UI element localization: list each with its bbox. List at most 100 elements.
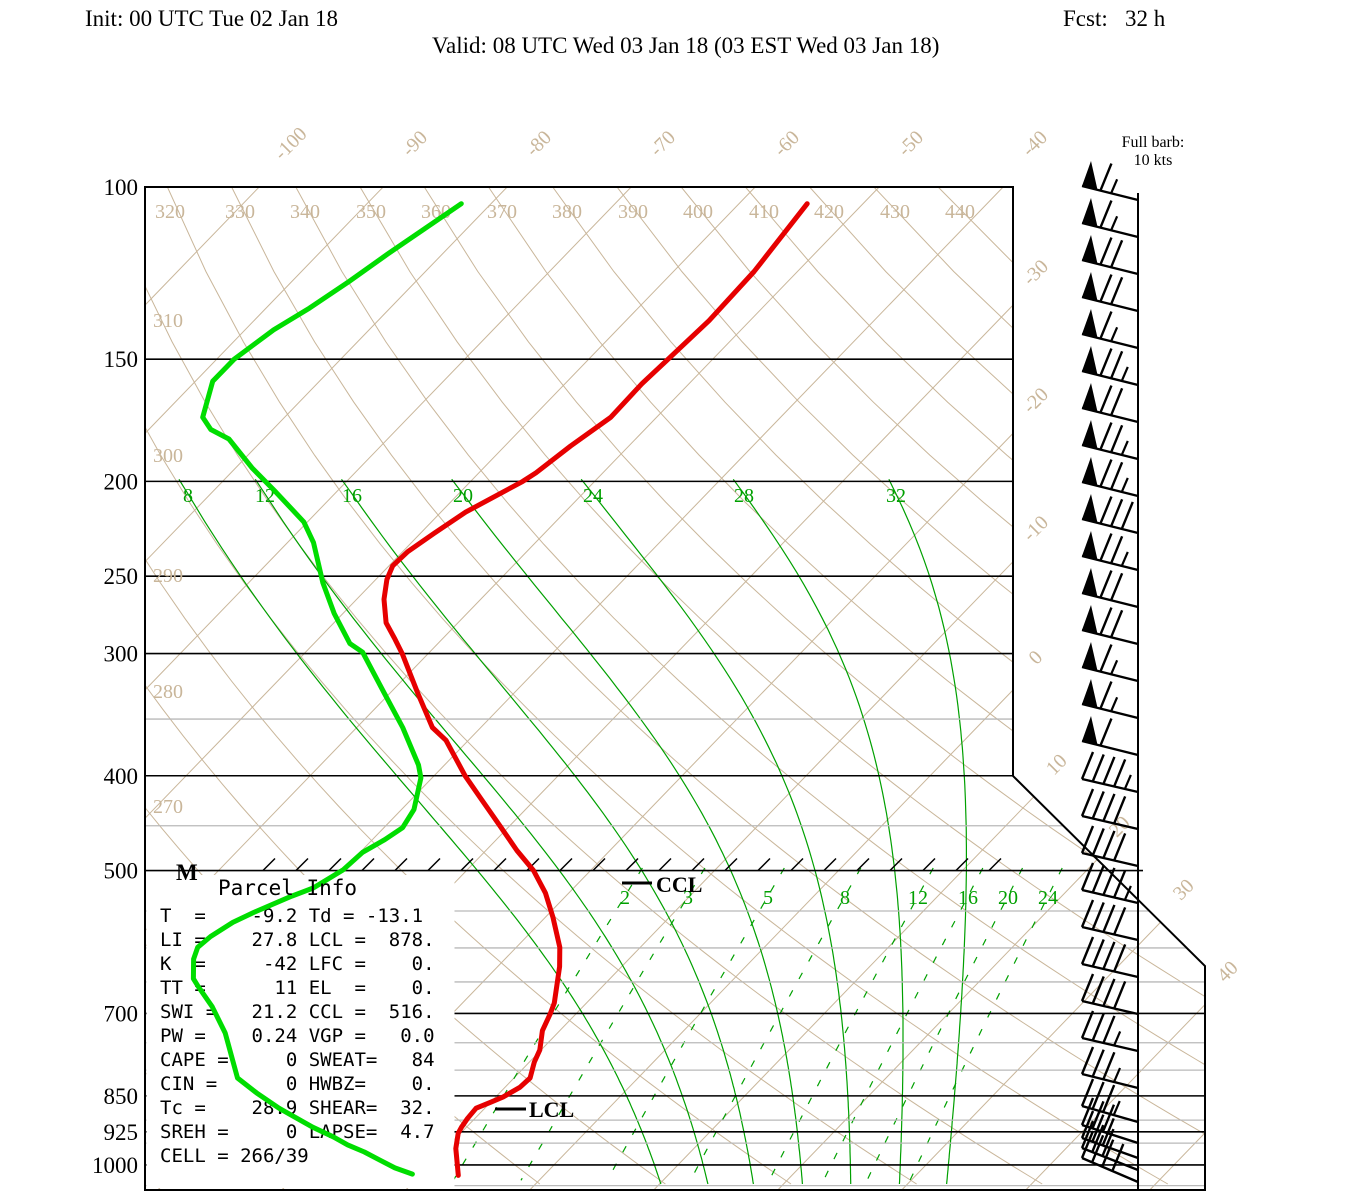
wind-barb-pennant [1082, 383, 1098, 412]
mixing-ratio-line [520, 867, 706, 1181]
moist-adiabat-line [732, 478, 904, 1185]
hatch-tick [262, 857, 276, 872]
parcel-row: TT = 11 EL = 0. [160, 977, 435, 999]
wind-barb [1080, 1120, 1139, 1172]
wind-barb-full [1102, 756, 1116, 785]
isotherm-label-right: -10 [1019, 512, 1053, 546]
moist-adiabat-line [341, 478, 754, 1185]
mixing-ratio-line [768, 867, 934, 1181]
hatch-tick [757, 857, 771, 872]
isotherm-line [653, 187, 1205, 1190]
parcel-row: CAPE = 0 SWEAT= 84 [160, 1049, 435, 1071]
wind-barb-half [1120, 440, 1129, 456]
wind-barb [1080, 936, 1139, 979]
wind-barb-full [1091, 865, 1105, 893]
wind-barb-full [1109, 461, 1124, 490]
mixing-ratio-line [689, 867, 862, 1181]
mixing-ratio-label: 12 [908, 887, 928, 909]
moist-adiabat-line [580, 478, 852, 1184]
parcel-info-title: Parcel Info [218, 876, 357, 900]
wind-barb-pennant [1082, 420, 1098, 449]
hatch-tick [460, 857, 474, 872]
wind-barb [1081, 346, 1139, 387]
wind-barb-half [1123, 885, 1132, 901]
parcel-row: T = -9.2 Td = -13.1 [160, 905, 423, 927]
dry-adiabat-label: 320 [155, 201, 185, 223]
wind-barb-full [1080, 1120, 1095, 1149]
wind-barb-full [1080, 1078, 1095, 1107]
moist-adiabat-line [451, 478, 803, 1185]
wind-barb-full [1091, 1081, 1105, 1110]
dry-adiabat-line [809, 187, 1205, 1185]
dry-adiabat-label: 400 [683, 201, 713, 223]
wind-barb-pennant [1082, 272, 1098, 301]
wind-barb-pennant [1082, 457, 1098, 486]
pressure-tick-label: 700 [104, 1001, 139, 1026]
parcel-row: SREH = 0 LAPSE= 4.7 [160, 1121, 435, 1143]
level-markers [495, 881, 652, 1111]
parcel-row: CIN = 0 HWBZ= 0. [160, 1073, 435, 1095]
wind-barb-half [1112, 1100, 1121, 1116]
wind-barb-pennant [1082, 161, 1098, 190]
wind-barb-full [1102, 793, 1116, 822]
wind-barb-full [1091, 976, 1105, 1004]
mixing-ratio-label: 16 [958, 887, 978, 909]
wind-barb [1080, 1010, 1139, 1053]
wind-barb-full [1102, 1084, 1116, 1113]
dry-adiabat-line [745, 187, 1205, 1185]
mixing-ratio-label: 2 [620, 887, 630, 909]
parcel-row: Tc = 28.9 SHEAR= 32. [160, 1097, 435, 1119]
dry-adiabat-label: 270 [153, 796, 183, 818]
isotherm-line [145, 187, 880, 1190]
wind-barb-full [1102, 1015, 1116, 1044]
wind-barb-full [1091, 1049, 1105, 1078]
wind-barb [1081, 457, 1139, 498]
wind-barb-full [1080, 1010, 1095, 1039]
parcel-row: CELL = 266/39 [160, 1145, 309, 1167]
wind-barb-full [1099, 533, 1113, 562]
wind-barb-full [1091, 1013, 1105, 1041]
mixing-ratio-label: 5 [763, 887, 773, 909]
hatch-tick [889, 857, 903, 872]
isotherm-label-top: -90 [398, 127, 432, 161]
hatch-tick [988, 857, 1002, 872]
parcel-row: PW = 0.24 VGP = 0.0 [160, 1025, 435, 1047]
dry-adiabat-label: 420 [814, 201, 844, 223]
isotherm-line [777, 187, 1205, 1190]
moist-adiabat-line [178, 478, 662, 1185]
hatch-tick [427, 857, 441, 872]
isotherm-line [1025, 187, 1205, 1190]
wind-barb-full [1099, 422, 1113, 451]
wind-barb [1080, 1078, 1139, 1124]
wind-barb-pennant [1082, 346, 1098, 375]
hatch-tick [922, 857, 936, 872]
wind-barb [1081, 235, 1139, 276]
wind-barb [1080, 1130, 1139, 1184]
pressure-tick-label: 925 [104, 1120, 139, 1145]
wind-barb-full [1102, 1051, 1116, 1080]
wind-barb [1081, 605, 1139, 646]
pressure-tick-label: 150 [104, 347, 139, 372]
wind-barb-full [1113, 944, 1127, 972]
wind-barb-full [1090, 1134, 1105, 1163]
wind-barb-half [1120, 366, 1129, 382]
moist-adiabat-label: 24 [583, 485, 603, 507]
wind-barb [1081, 679, 1139, 720]
dry-adiabat-label: 430 [880, 201, 910, 223]
dry-adiabat-label: 410 [749, 201, 779, 223]
temperature-curve [381, 201, 810, 1178]
wind-barb [1080, 751, 1139, 794]
isotherm-label-top: -60 [770, 127, 804, 161]
isotherm-line [145, 187, 384, 1190]
moist-adiabat-label: 32 [886, 485, 906, 507]
wind-barb-shaft [1081, 814, 1139, 831]
parcel-row: LI = 27.8 LCL = 878. [160, 929, 435, 951]
hatch-tick [295, 857, 309, 872]
dry-adiabat-line [295, 187, 1205, 1185]
wind-barb-full [1080, 973, 1095, 1002]
wind-barb-full [1091, 1114, 1105, 1143]
isotherm-line [145, 187, 508, 1190]
hatch-tick [394, 857, 408, 872]
wind-barb-shaft [1081, 999, 1139, 1016]
